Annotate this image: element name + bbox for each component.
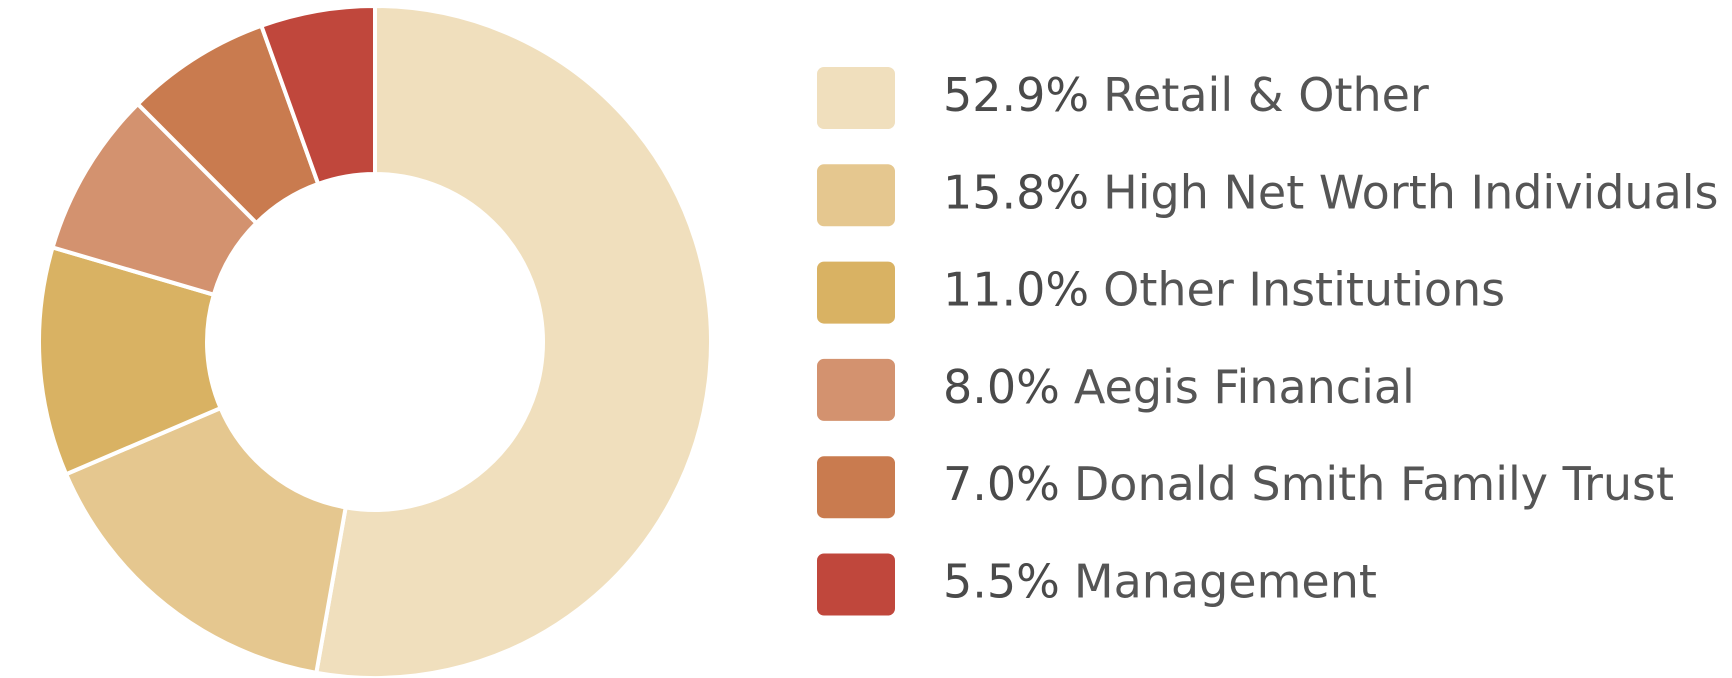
legend-category: High Net Worth Individuals bbox=[1103, 165, 1718, 219]
legend-value: 11.0% bbox=[943, 262, 1089, 316]
donut-slice bbox=[63, 405, 348, 676]
donut-slice bbox=[37, 244, 224, 477]
legend-swatch bbox=[817, 456, 895, 519]
legend-category: Donald Smith Family Trust bbox=[1074, 457, 1674, 511]
legend-value: 52.9% bbox=[943, 68, 1089, 122]
legend-swatch bbox=[817, 358, 895, 421]
legend-label: 52.9% Retail & Other bbox=[943, 68, 1429, 122]
legend-label: 5.5% Management bbox=[943, 554, 1377, 608]
legend-category: Management bbox=[1074, 554, 1377, 608]
legend-label: 11.0% Other Institutions bbox=[943, 262, 1505, 316]
donut-slice bbox=[313, 3, 713, 678]
legend-category: Retail & Other bbox=[1103, 68, 1429, 122]
legend-category: Other Institutions bbox=[1103, 262, 1505, 316]
legend-value: 5.5% bbox=[943, 554, 1060, 608]
legend-label: 8.0% Aegis Financial bbox=[943, 359, 1415, 413]
legend-value: 7.0% bbox=[943, 457, 1060, 511]
legend-value: 8.0% bbox=[943, 359, 1060, 413]
donut-slice bbox=[258, 3, 377, 187]
legend-value: 15.8% bbox=[943, 165, 1089, 219]
legend-label: 15.8% High Net Worth Individuals bbox=[943, 165, 1719, 219]
legend-swatch bbox=[817, 164, 895, 227]
legend-label: 7.0% Donald Smith Family Trust bbox=[943, 457, 1674, 511]
legend-swatch bbox=[817, 261, 895, 324]
legend-swatch bbox=[817, 67, 895, 129]
legend-swatch bbox=[817, 553, 895, 616]
legend-category: Aegis Financial bbox=[1074, 359, 1415, 413]
